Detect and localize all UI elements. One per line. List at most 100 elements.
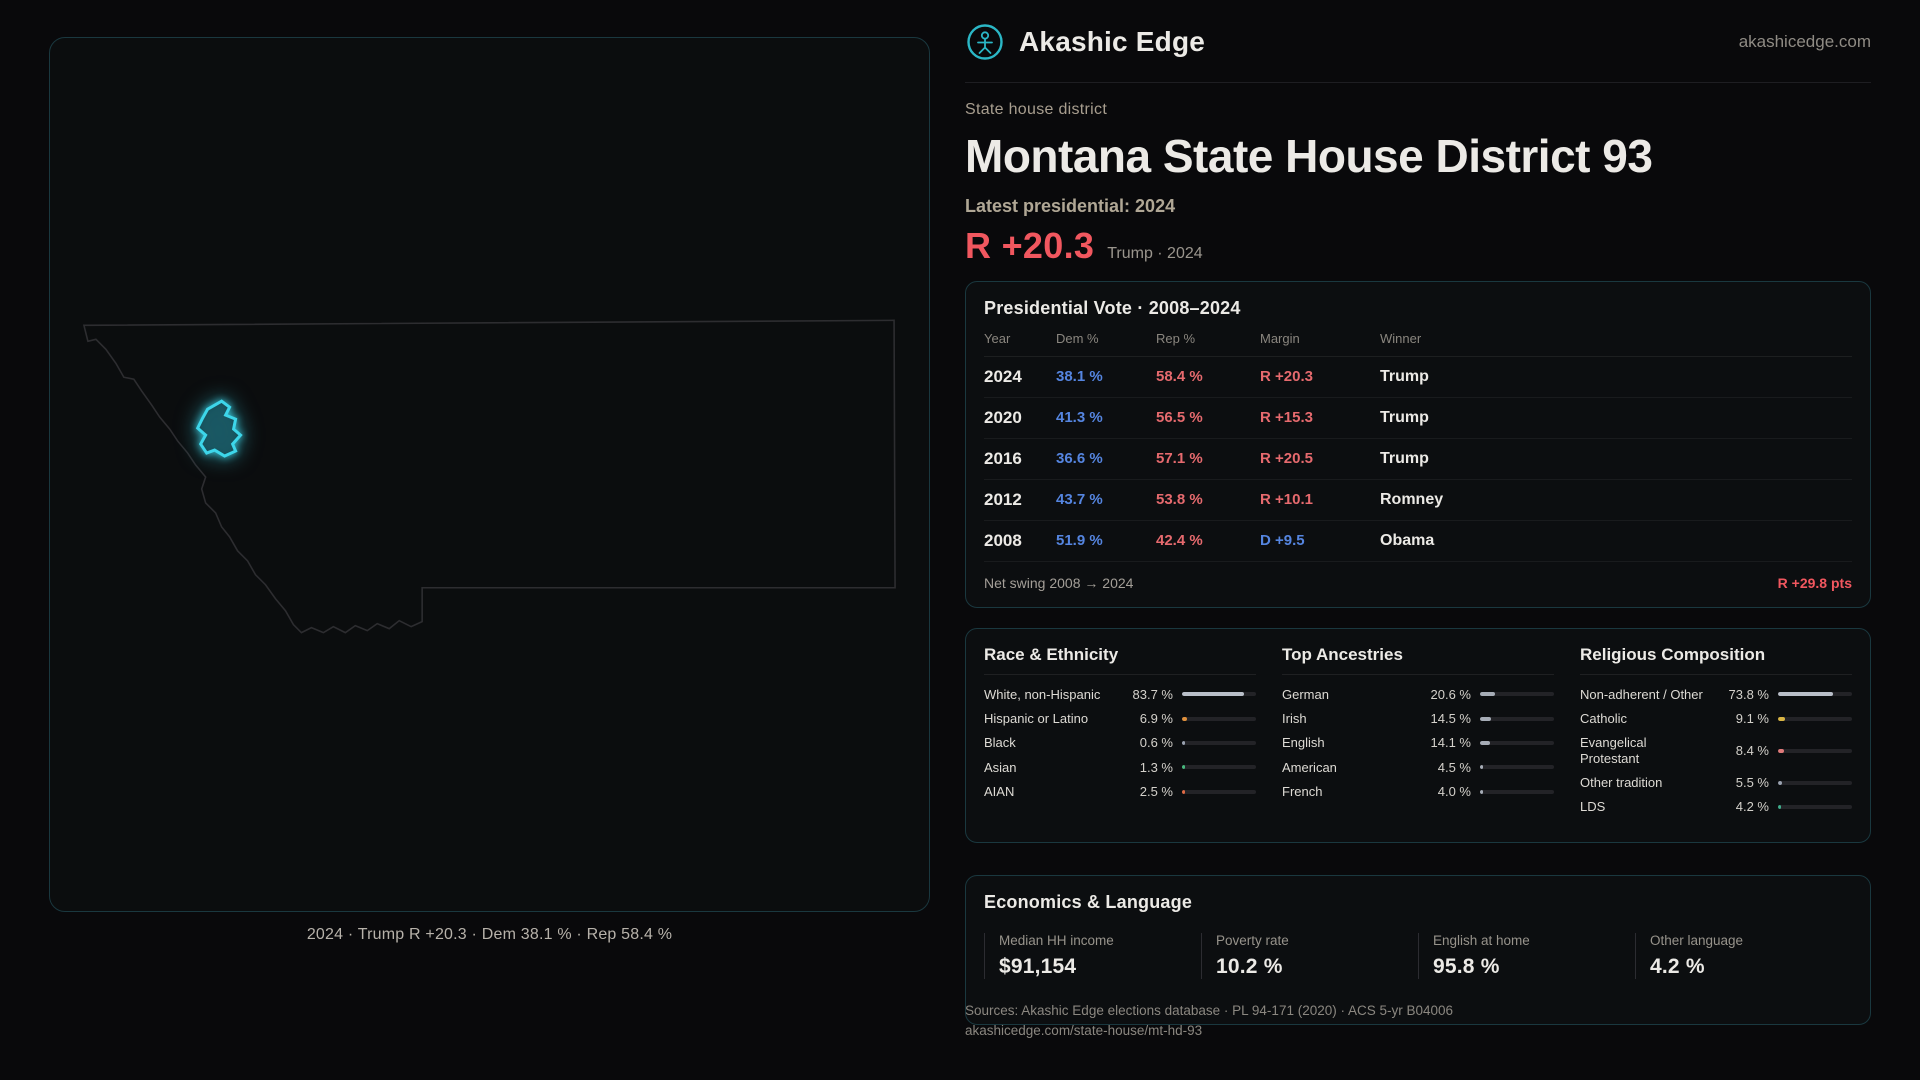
ancestry-value: 20.6 % xyxy=(1430,686,1471,702)
stat-english-at-home: English at home 95.8 % xyxy=(1418,932,1635,979)
religion-label: Other tradition xyxy=(1580,774,1663,790)
presidential-panel-title: Presidential Vote · 2008–2024 xyxy=(984,297,1241,318)
stat-label: Other language xyxy=(1650,932,1744,948)
net-swing-value: R +29.8 pts xyxy=(1777,574,1852,591)
col-margin: Margin xyxy=(1260,330,1300,346)
ancestry-row: German 20.6 % xyxy=(1282,687,1554,702)
race-value: 0.6 % xyxy=(1139,735,1173,751)
race-bar xyxy=(1182,765,1256,770)
cell-year: 2024 xyxy=(984,366,1022,386)
headline-margin-value: R +20.3 xyxy=(965,224,1095,266)
montana-map xyxy=(82,319,896,634)
ancestry-value: 4.5 % xyxy=(1437,759,1471,775)
religion-row: Other tradition 5.5 % xyxy=(1580,775,1852,790)
stat-poverty-rate: Poverty rate 10.2 % xyxy=(1201,932,1418,979)
race-row: White, non-Hispanic 83.7 % xyxy=(984,687,1256,702)
ancestry-label: English xyxy=(1282,735,1325,751)
ancestry-bar xyxy=(1480,789,1554,794)
col-winner: Winner xyxy=(1380,330,1422,346)
religion-label: Evangelical Protestant xyxy=(1580,735,1647,766)
religion-bar xyxy=(1778,716,1852,721)
religion-bar xyxy=(1778,748,1852,753)
sources-line: Sources: Akashic Edge elections database… xyxy=(965,1003,1454,1018)
race-row: AIAN 2.5 % xyxy=(984,784,1256,799)
cell-winner: Romney xyxy=(1380,490,1444,508)
race-bar xyxy=(1182,789,1256,794)
cell-winner: Trump xyxy=(1380,449,1429,467)
demographics-panel: Race & Ethnicity White, non-Hispanic 83.… xyxy=(965,627,1871,843)
religion-label: Non-adherent / Other xyxy=(1580,686,1703,702)
site-domain-link[interactable]: akashicedge.com xyxy=(1738,32,1871,51)
ancestry-bar xyxy=(1480,765,1554,770)
col-year: Year xyxy=(984,330,1011,346)
net-swing-row: Net swing 2008 → 2024 R +29.8 pts xyxy=(984,562,1852,591)
cell-rep: 56.5 % xyxy=(1156,409,1203,427)
economics-panel: Economics & Language Median HH income $9… xyxy=(965,874,1871,1025)
religion-value: 8.4 % xyxy=(1735,743,1769,759)
cell-rep: 42.4 % xyxy=(1156,532,1203,550)
race-value: 2.5 % xyxy=(1139,784,1173,800)
cell-dem: 43.7 % xyxy=(1056,491,1103,509)
cell-margin: R +15.3 xyxy=(1260,409,1313,427)
content-column: Akashic Edge akashicedge.com State house… xyxy=(965,0,1871,1025)
race-value: 1.3 % xyxy=(1139,759,1173,775)
race-bar xyxy=(1182,716,1256,721)
table-row: 2020 41.3 % 56.5 % R +15.3 Trump xyxy=(984,398,1852,439)
religion-value: 4.2 % xyxy=(1735,799,1769,815)
cell-margin: D +9.5 xyxy=(1260,532,1305,550)
religion-label: Catholic xyxy=(1580,710,1627,726)
religion-row: Non-adherent / Other 73.8 % xyxy=(1580,687,1852,702)
permalink[interactable]: akashicedge.com/state-house/mt-hd-93 xyxy=(965,1023,1203,1038)
ancestry-value: 4.0 % xyxy=(1437,784,1471,800)
table-row: 2024 38.1 % 58.4 % R +20.3 Trump xyxy=(984,357,1852,398)
kicker: State house district xyxy=(965,101,1108,118)
cell-rep: 58.4 % xyxy=(1156,368,1203,386)
religion-row: Evangelical Protestant 8.4 % xyxy=(1580,735,1852,766)
col-rep: Rep % xyxy=(1156,330,1196,346)
stat-label: Median HH income xyxy=(999,932,1114,948)
district-93-shape[interactable] xyxy=(195,399,243,458)
ancestry-value: 14.1 % xyxy=(1430,735,1471,751)
cell-margin: R +10.1 xyxy=(1260,491,1313,509)
cell-winner: Trump xyxy=(1380,408,1429,426)
race-label: Black xyxy=(984,735,1016,751)
race-row: Hispanic or Latino 6.9 % xyxy=(984,711,1256,726)
race-value: 83.7 % xyxy=(1132,686,1173,702)
race-ethnicity-section: Race & Ethnicity White, non-Hispanic 83.… xyxy=(984,645,1256,824)
religion-row: LDS 4.2 % xyxy=(1580,799,1852,814)
stat-label: English at home xyxy=(1433,932,1530,948)
cell-winner: Obama xyxy=(1380,531,1435,549)
religion-value: 5.5 % xyxy=(1735,775,1769,791)
cell-year: 2016 xyxy=(984,448,1022,468)
race-bar xyxy=(1182,740,1256,745)
stat-value: $91,154 xyxy=(999,954,1077,978)
religion-value: 73.8 % xyxy=(1728,686,1769,702)
stat-value: 4.2 % xyxy=(1650,954,1705,978)
stat-value: 10.2 % xyxy=(1216,954,1283,978)
site-header: Akashic Edge akashicedge.com xyxy=(965,0,1871,83)
race-bar xyxy=(1182,692,1256,697)
map-caption: 2024 · Trump R +20.3 · Dem 38.1 % · Rep … xyxy=(306,926,673,943)
race-value: 6.9 % xyxy=(1139,711,1173,727)
table-row: 2016 36.6 % 57.1 % R +20.5 Trump xyxy=(984,439,1852,480)
cell-dem: 36.6 % xyxy=(1056,450,1103,468)
religion-bar xyxy=(1778,780,1852,785)
cell-dem: 51.9 % xyxy=(1056,532,1103,550)
stat-label: Poverty rate xyxy=(1216,932,1289,948)
religion-section: Religious Composition Non-adherent / Oth… xyxy=(1580,645,1852,824)
headline-margin-row: R +20.3 Trump · 2024 xyxy=(965,225,1871,267)
table-row: 2012 43.7 % 53.8 % R +10.1 Romney xyxy=(984,480,1852,521)
ancestry-value: 14.5 % xyxy=(1430,711,1471,727)
district-map-panel xyxy=(49,37,930,912)
stat-other-language: Other language 4.2 % xyxy=(1635,932,1852,979)
headline-margin-context: Trump · 2024 xyxy=(1107,244,1203,262)
stat-median-income: Median HH income $91,154 xyxy=(984,932,1201,979)
economics-stats: Median HH income $91,154 Poverty rate 10… xyxy=(984,932,1852,979)
race-label: Asian xyxy=(984,759,1017,775)
race-ethnicity-title: Race & Ethnicity xyxy=(984,645,1256,675)
ancestry-label: Irish xyxy=(1282,710,1307,726)
table-header-row: Year Dem % Rep % Margin Winner xyxy=(984,331,1852,357)
race-label: AIAN xyxy=(984,783,1015,799)
cell-year: 2008 xyxy=(984,530,1022,550)
ancestries-section: Top Ancestries German 20.6 % Irish 14.5 … xyxy=(1282,645,1554,824)
